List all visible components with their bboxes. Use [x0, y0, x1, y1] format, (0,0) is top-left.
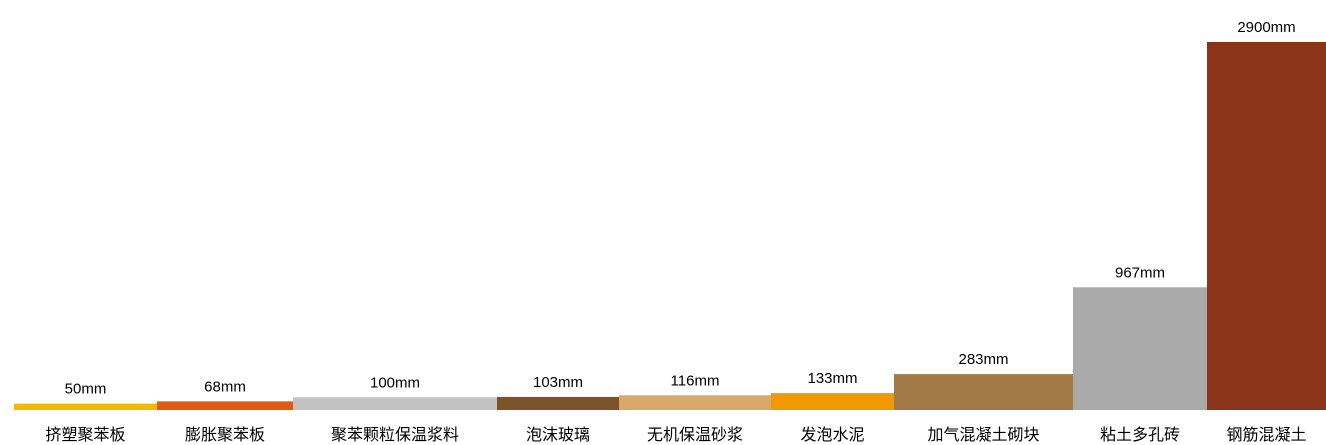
category-label-3: 聚苯颗粒保温浆料 [331, 425, 459, 444]
value-label-5: 116mm [671, 372, 720, 389]
value-label-2: 68mm [204, 378, 246, 395]
bar-5 [619, 395, 771, 410]
category-label-7: 加气混凝土砌块 [927, 425, 1039, 444]
category-label-8: 粘土多孔砖 [1100, 425, 1180, 444]
category-label-9: 钢筋混凝土 [1226, 425, 1306, 444]
category-label-1: 挤塑聚苯板 [45, 425, 125, 444]
bar-9 [1207, 42, 1326, 410]
category-label-4: 泡沫玻璃 [526, 425, 590, 444]
value-label-1: 50mm [65, 381, 107, 398]
value-label-4: 103mm [533, 374, 583, 391]
value-label-7: 283mm [958, 351, 1008, 368]
value-label-8: 967mm [1115, 264, 1165, 281]
value-label-6: 133mm [807, 370, 857, 387]
bar-2 [157, 401, 293, 410]
category-label-2: 膨胀聚苯板 [185, 425, 265, 444]
bar-3 [293, 397, 497, 410]
value-label-9: 2900mm [1237, 19, 1295, 36]
value-label-3: 100mm [370, 374, 420, 391]
bar-8 [1073, 287, 1207, 410]
category-label-5: 无机保温砂浆 [647, 425, 743, 444]
bar-4 [497, 396, 619, 410]
category-label-6: 发泡水泥 [800, 425, 864, 444]
bar-6 [771, 393, 894, 410]
bar-1 [14, 403, 157, 410]
bar-7 [894, 374, 1073, 410]
